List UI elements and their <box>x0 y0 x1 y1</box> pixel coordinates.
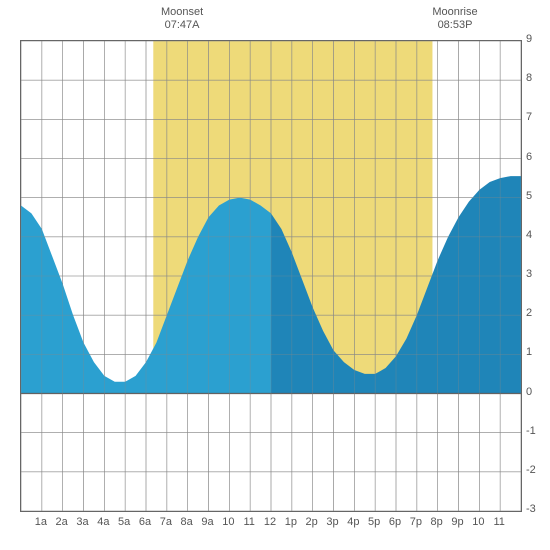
moon-event-title: Moonset <box>152 6 212 19</box>
y-tick-label: -2 <box>526 464 536 476</box>
x-tick-label: 8a <box>177 516 197 528</box>
chart-plot-area <box>20 40 522 512</box>
y-tick-label: 0 <box>526 386 532 398</box>
moon-event-title: Moonrise <box>425 6 485 19</box>
x-tick-label: 5p <box>364 516 384 528</box>
y-tick-label: 7 <box>526 111 532 123</box>
x-tick-label: 1a <box>31 516 51 528</box>
x-tick-label: 10 <box>468 516 488 528</box>
x-tick-label: 6a <box>135 516 155 528</box>
x-tick-label: 2p <box>302 516 322 528</box>
x-tick-label: 4a <box>93 516 113 528</box>
moon-event-label: Moonrise08:53P <box>425 6 485 32</box>
y-tick-label: 9 <box>526 33 532 45</box>
x-tick-label: 12 <box>260 516 280 528</box>
x-tick-label: 7a <box>156 516 176 528</box>
x-tick-label: 5a <box>114 516 134 528</box>
y-tick-label: 3 <box>526 268 532 280</box>
y-tick-label: 6 <box>526 151 532 163</box>
x-tick-label: 6p <box>385 516 405 528</box>
moon-event-time: 08:53P <box>425 19 485 32</box>
x-tick-label: 7p <box>406 516 426 528</box>
x-tick-label: 2a <box>52 516 72 528</box>
y-tick-label: 1 <box>526 346 532 358</box>
tide-chart-container: Moonset07:47AMoonrise08:53P -3-2-1012345… <box>0 0 550 550</box>
moon-event-time: 07:47A <box>152 19 212 32</box>
x-tick-label: 3a <box>73 516 93 528</box>
x-tick-label: 4p <box>343 516 363 528</box>
y-tick-label: 8 <box>526 72 532 84</box>
x-tick-label: 11 <box>489 516 509 528</box>
x-tick-label: 9p <box>448 516 468 528</box>
x-tick-label: 9a <box>198 516 218 528</box>
chart-svg <box>21 41 521 511</box>
y-tick-label: -1 <box>526 425 536 437</box>
y-tick-label: 5 <box>526 190 532 202</box>
x-tick-label: 3p <box>323 516 343 528</box>
y-tick-label: 4 <box>526 229 532 241</box>
y-tick-label: 2 <box>526 307 532 319</box>
moon-event-label: Moonset07:47A <box>152 6 212 32</box>
x-tick-label: 10 <box>218 516 238 528</box>
x-tick-label: 11 <box>239 516 259 528</box>
y-tick-label: -3 <box>526 503 536 515</box>
x-tick-label: 1p <box>281 516 301 528</box>
x-tick-label: 8p <box>427 516 447 528</box>
